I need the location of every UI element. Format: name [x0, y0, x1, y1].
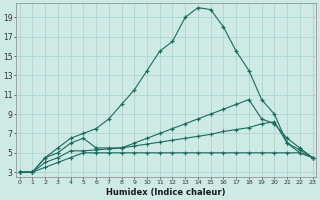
X-axis label: Humidex (Indice chaleur): Humidex (Indice chaleur) — [106, 188, 226, 197]
